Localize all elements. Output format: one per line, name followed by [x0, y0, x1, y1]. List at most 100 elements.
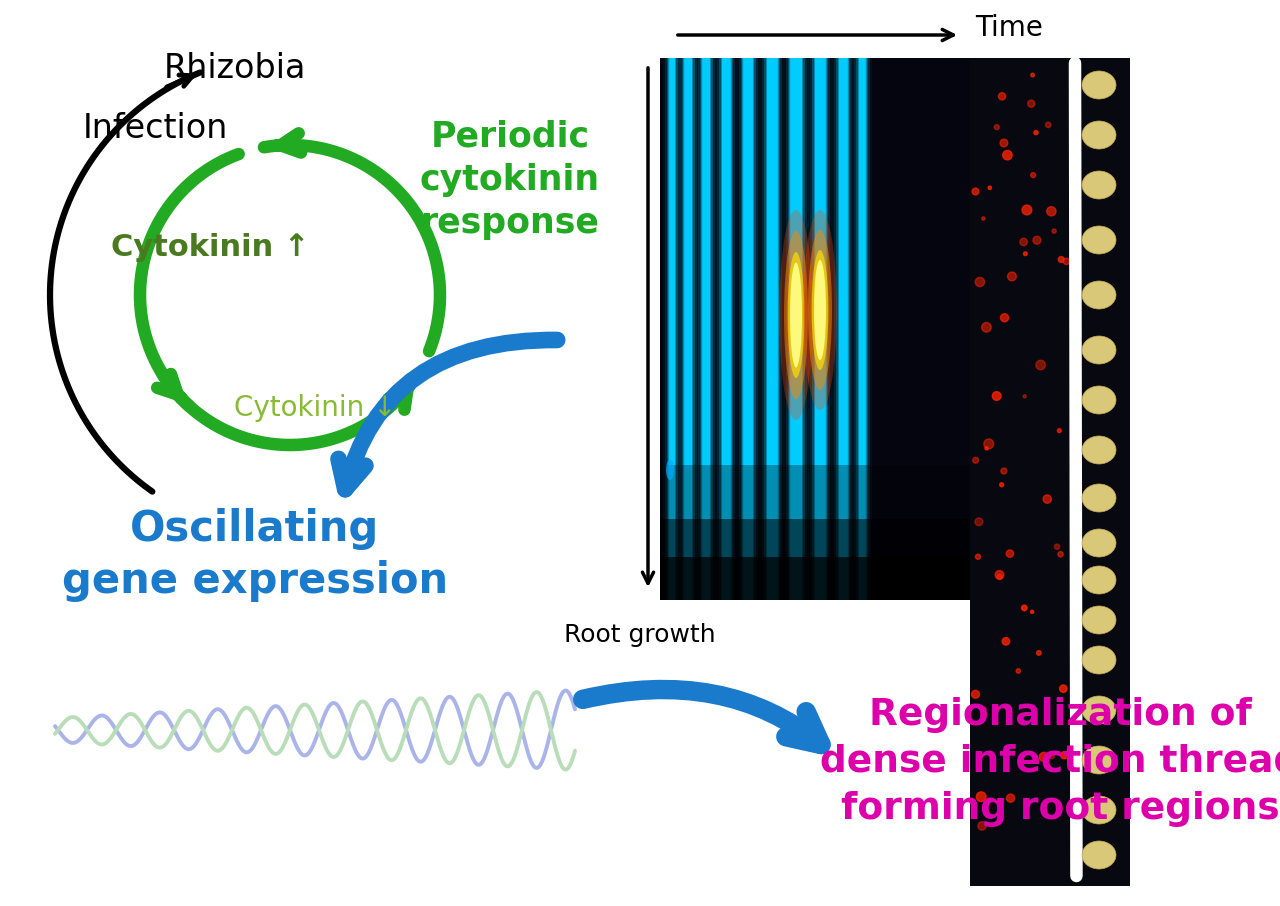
Text: Root growth: Root growth — [564, 623, 716, 647]
Bar — [682, 58, 695, 600]
Circle shape — [1030, 173, 1036, 178]
Circle shape — [1064, 258, 1070, 265]
Bar — [703, 58, 710, 600]
Ellipse shape — [808, 230, 832, 390]
Circle shape — [1030, 611, 1034, 613]
Bar — [744, 58, 753, 600]
Circle shape — [1052, 229, 1056, 233]
Bar — [788, 58, 805, 600]
Ellipse shape — [780, 210, 813, 420]
Bar — [815, 58, 826, 600]
Circle shape — [1002, 150, 1012, 159]
Circle shape — [1034, 130, 1038, 135]
Circle shape — [1033, 236, 1041, 245]
Circle shape — [1059, 256, 1064, 263]
Circle shape — [1006, 550, 1014, 557]
Ellipse shape — [1082, 646, 1116, 674]
Text: Periodic
cytokinin
response: Periodic cytokinin response — [420, 120, 600, 240]
Circle shape — [972, 690, 979, 699]
Ellipse shape — [1082, 171, 1116, 199]
Bar — [790, 58, 803, 600]
Bar — [762, 58, 782, 600]
Ellipse shape — [1082, 841, 1116, 869]
Bar — [741, 58, 756, 600]
Bar — [810, 58, 829, 600]
Bar — [814, 58, 827, 600]
Circle shape — [1007, 272, 1016, 281]
Bar — [808, 58, 832, 600]
Bar — [721, 58, 732, 600]
Circle shape — [1046, 122, 1051, 128]
Ellipse shape — [804, 210, 837, 410]
Bar — [666, 58, 680, 600]
Circle shape — [1030, 73, 1034, 77]
Text: Infection: Infection — [82, 111, 228, 144]
Bar — [970, 58, 1130, 886]
Bar — [684, 58, 692, 600]
Bar — [663, 58, 682, 600]
Bar — [765, 58, 780, 600]
Bar — [701, 58, 710, 600]
Circle shape — [975, 277, 984, 286]
Ellipse shape — [1082, 696, 1116, 724]
Circle shape — [1002, 638, 1010, 645]
Bar — [667, 58, 678, 600]
Circle shape — [1000, 140, 1007, 147]
Circle shape — [982, 217, 986, 220]
Text: Cytokinin ↑: Cytokinin ↑ — [111, 234, 310, 263]
Circle shape — [1047, 207, 1056, 216]
Circle shape — [1016, 669, 1020, 673]
Circle shape — [997, 574, 1002, 580]
Circle shape — [1001, 468, 1007, 474]
Ellipse shape — [812, 250, 828, 370]
Circle shape — [1001, 313, 1009, 322]
Ellipse shape — [790, 263, 803, 368]
Circle shape — [1055, 544, 1060, 549]
Circle shape — [1021, 605, 1027, 611]
Bar — [737, 58, 760, 600]
Circle shape — [982, 323, 991, 333]
Circle shape — [992, 391, 1001, 400]
Bar — [832, 58, 854, 600]
Bar — [669, 58, 675, 600]
Ellipse shape — [1082, 566, 1116, 594]
Bar — [854, 58, 870, 600]
Bar — [660, 557, 970, 600]
Circle shape — [1020, 238, 1028, 246]
Circle shape — [1021, 205, 1032, 215]
Ellipse shape — [1082, 336, 1116, 364]
Bar — [760, 58, 783, 600]
Text: Oscillating
gene expression: Oscillating gene expression — [61, 508, 448, 602]
Bar — [852, 58, 872, 600]
Bar — [698, 58, 716, 600]
Circle shape — [1006, 794, 1015, 802]
Ellipse shape — [1082, 484, 1116, 512]
Circle shape — [1036, 361, 1046, 370]
Bar — [719, 58, 733, 600]
Bar — [685, 58, 692, 600]
Circle shape — [995, 571, 1004, 579]
Text: Cytokinin ↓: Cytokinin ↓ — [234, 394, 397, 422]
Bar — [701, 58, 710, 600]
Bar — [660, 519, 970, 600]
Circle shape — [1050, 754, 1055, 759]
Circle shape — [1039, 752, 1048, 762]
Circle shape — [984, 439, 993, 448]
Circle shape — [1043, 495, 1051, 503]
Text: Regionalization of
dense infection thread
forming root regions: Regionalization of dense infection threa… — [820, 697, 1280, 827]
Circle shape — [972, 188, 979, 195]
Bar — [717, 58, 735, 600]
Bar — [767, 58, 778, 600]
Ellipse shape — [1082, 606, 1116, 634]
Bar — [836, 58, 850, 600]
Circle shape — [1028, 100, 1036, 107]
Ellipse shape — [1082, 281, 1116, 309]
Bar — [742, 58, 753, 600]
Bar — [858, 58, 867, 600]
Circle shape — [988, 186, 992, 189]
Bar — [859, 58, 865, 600]
Bar — [722, 58, 730, 600]
Circle shape — [1060, 685, 1068, 692]
Circle shape — [986, 447, 988, 450]
Bar — [669, 58, 675, 600]
